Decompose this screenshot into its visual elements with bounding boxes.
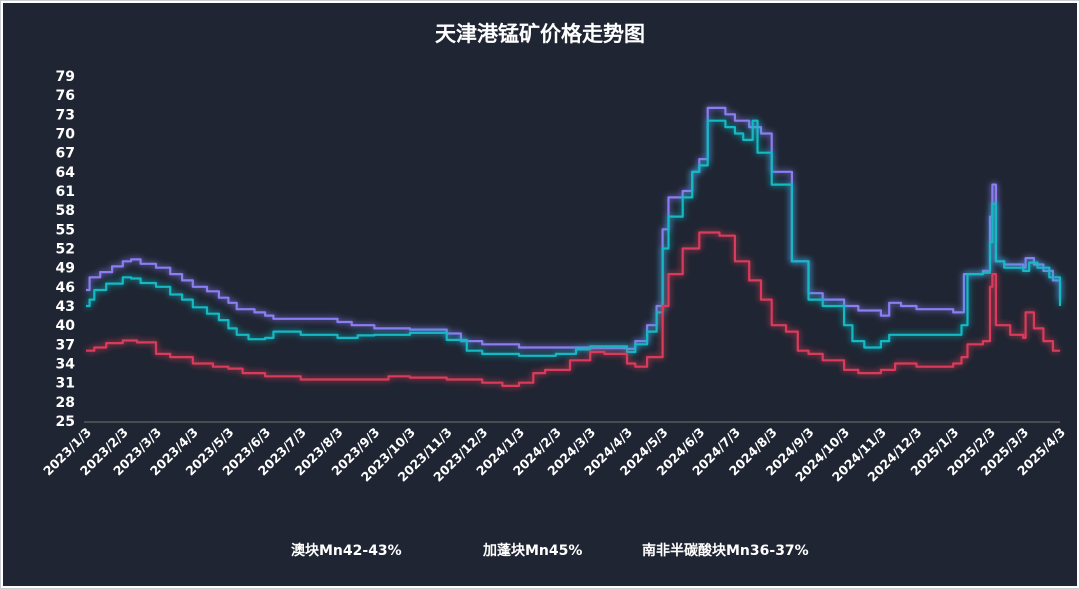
x-axis: 2023/1/32023/2/32023/3/32023/4/32023/5/3…	[40, 421, 1068, 485]
series-layer	[86, 106, 1062, 387]
y-tick-label: 70	[56, 127, 76, 143]
y-tick-label: 49	[56, 261, 75, 277]
legend-label: 澳块Mn42-43%	[291, 542, 402, 559]
legend: 澳块Mn42-43% 加蓬块Mn45% 南非半碳酸块Mn36-37%	[251, 542, 809, 559]
y-tick-label: 34	[56, 357, 76, 373]
series-line-2	[86, 119, 1062, 357]
y-tick-label: 25	[56, 414, 75, 430]
y-tick-label: 58	[56, 203, 75, 219]
legend-label: 加蓬块Mn45%	[482, 542, 582, 559]
y-tick-label: 46	[56, 280, 75, 296]
y-tick-label: 67	[56, 146, 75, 162]
y-tick-label: 31	[56, 376, 75, 392]
y-tick-label: 52	[56, 242, 75, 258]
y-tick-label: 79	[56, 69, 75, 85]
legend-label: 南非半碳酸块Mn36-37%	[642, 542, 809, 559]
y-tick-label: 40	[56, 318, 76, 334]
y-tick-label: 28	[56, 395, 75, 411]
y-tick-label: 37	[56, 337, 75, 353]
y-tick-label: 55	[56, 222, 75, 238]
chart-panel: 天津港锰矿价格走势图 25 28 31 34 37 40 43 46 49 52 55 58 61 64 6…	[3, 3, 1077, 586]
y-axis: 25 28 31 34 37 40 43 46 49 52 55 58 61 64 67 70 73 76 79	[56, 69, 76, 430]
series-line-3	[86, 231, 1060, 387]
y-tick-label: 64	[56, 165, 76, 181]
y-tick-label: 73	[56, 107, 75, 123]
y-tick-label: 43	[56, 299, 75, 315]
series-line-1	[86, 106, 1062, 350]
y-tick-label: 61	[56, 184, 75, 200]
chart-title: 天津港锰矿价格走势图	[435, 22, 645, 46]
y-tick-label: 76	[56, 88, 75, 104]
line-chart: 天津港锰矿价格走势图 25 28 31 34 37 40 43 46 49 52 55 58 61 64 6…	[40, 22, 1068, 559]
